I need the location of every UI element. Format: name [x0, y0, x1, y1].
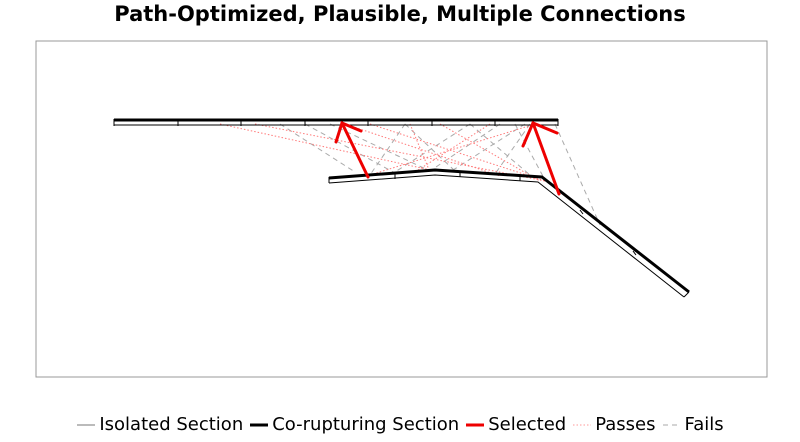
- pass-connection: [414, 123, 491, 173]
- fault-diagram: [35, 40, 768, 378]
- fail-connection: [404, 123, 456, 172]
- selected-arrow-right: [531, 121, 561, 196]
- legend-label: Selected: [488, 414, 567, 435]
- legend-label: Fails: [684, 414, 724, 435]
- legend-item: Fails: [662, 414, 724, 435]
- selected-arrowhead-left: [334, 120, 363, 144]
- pass-connection: [369, 123, 546, 182]
- pass-connection: [409, 123, 431, 173]
- legend-item: Passes: [572, 414, 656, 435]
- legend-swatch: [662, 424, 681, 425]
- plot-frame: [35, 40, 768, 378]
- fail-connection: [554, 123, 601, 226]
- fail-connection: [369, 123, 406, 176]
- fail-connection: [449, 123, 526, 173]
- legend-swatch: [77, 423, 96, 426]
- passes-connections: [219, 123, 546, 182]
- fail-connection: [394, 123, 471, 173]
- selected-arrow-left: [340, 121, 370, 179]
- legend-label: Co-rupturing Section: [272, 414, 460, 435]
- legend-swatch: [466, 423, 485, 426]
- legend: Isolated Section Co-rupturing Section Sele…: [0, 414, 800, 435]
- diagram-title: Path-Optimized, Plausible, Multiple Conn…: [114, 2, 686, 26]
- fail-connection: [494, 123, 531, 175]
- selected-arrowhead-right: [521, 121, 559, 148]
- legend-item: Isolated Section: [76, 414, 243, 435]
- pass-connection: [439, 123, 541, 182]
- fault-section-lower: [328, 168, 690, 298]
- legend-label: Isolated Section: [99, 414, 244, 435]
- selected-connections: [334, 120, 561, 196]
- pass-connection: [344, 123, 501, 177]
- legend-swatch: [250, 423, 269, 426]
- fail-connection: [279, 123, 356, 173]
- legend-label: Passes: [595, 414, 656, 435]
- fail-connection: [514, 123, 546, 181]
- pass-connection: [254, 123, 546, 182]
- legend-item: Co-rupturing Section: [249, 414, 459, 435]
- fail-connection: [469, 123, 531, 176]
- legend-item: Selected: [465, 414, 566, 435]
- fault-section-top: [113, 118, 559, 126]
- fails-connections: [279, 123, 601, 226]
- fail-connection: [304, 123, 396, 174]
- pass-connection: [369, 123, 536, 176]
- pass-connection: [219, 123, 436, 172]
- legend-swatch: [573, 424, 592, 425]
